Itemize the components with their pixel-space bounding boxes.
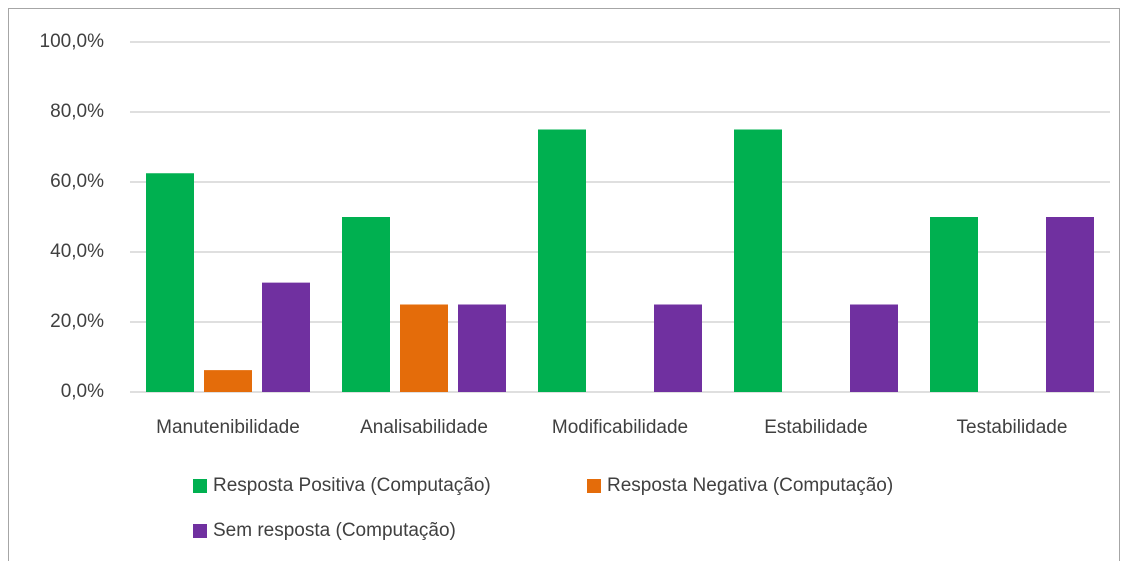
legend-label: Resposta Positiva (Computação): [213, 475, 491, 496]
bar: [342, 217, 390, 392]
legend-swatch: [587, 479, 601, 493]
y-tick-label: 100,0%: [40, 31, 105, 52]
legend-swatch: [193, 524, 207, 538]
x-tick-label: Manutenibilidade: [156, 417, 300, 438]
bar: [734, 129, 782, 392]
y-tick-label: 0,0%: [61, 381, 104, 402]
legend-label: Resposta Negativa (Computação): [607, 475, 893, 496]
bar: [930, 217, 978, 392]
y-tick-label: 80,0%: [50, 101, 104, 122]
y-tick-label: 60,0%: [50, 171, 104, 192]
x-tick-label: Analisabilidade: [360, 417, 488, 438]
bar: [654, 304, 702, 392]
bar: [204, 370, 252, 392]
legend-swatch: [193, 479, 207, 493]
x-tick-label: Testabilidade: [957, 417, 1068, 438]
bar: [538, 129, 586, 392]
bar: [1046, 217, 1094, 392]
bar: [146, 173, 194, 392]
bar: [400, 304, 448, 392]
x-tick-label: Modificabilidade: [552, 417, 688, 438]
bar: [850, 304, 898, 392]
legend-label: Sem resposta (Computação): [213, 520, 456, 541]
x-tick-label: Estabilidade: [764, 417, 868, 438]
bar: [458, 304, 506, 392]
y-tick-label: 20,0%: [50, 311, 104, 332]
y-tick-label: 40,0%: [50, 241, 104, 262]
bar: [262, 282, 310, 392]
